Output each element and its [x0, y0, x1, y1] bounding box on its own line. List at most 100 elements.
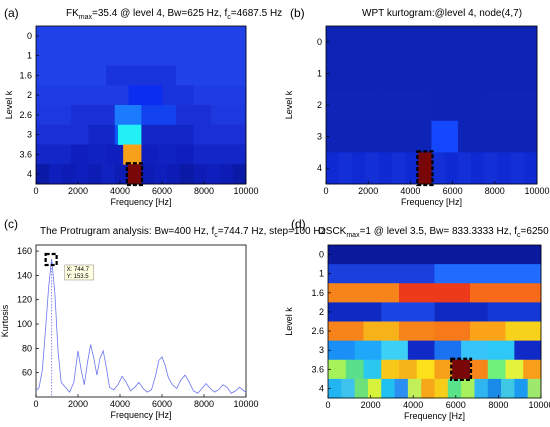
heatmap-cell	[219, 164, 234, 185]
title-part: max	[79, 14, 93, 21]
title-part: OSCK	[318, 226, 347, 237]
heatmap-cell	[206, 164, 221, 185]
y-axis-label: Kurtosis	[0, 304, 10, 337]
y-tick-label: 1.6	[19, 70, 32, 80]
heatmap-cell	[71, 105, 107, 126]
heatmap-cell	[487, 378, 502, 399]
y-tick-label: 1	[319, 269, 324, 279]
heatmap-cell	[434, 378, 449, 399]
heatmap-cell	[114, 164, 129, 185]
y-tick-label: 2.6	[19, 110, 32, 120]
datatip-marker	[44, 252, 58, 267]
heatmap-cell	[394, 378, 409, 399]
heatmap-cell	[326, 26, 538, 58]
x-tick-label: 10000	[524, 186, 549, 196]
datatip-y: Y: 153.5	[67, 274, 90, 280]
panel-label-b: (b)	[290, 6, 305, 20]
heatmap-cell	[75, 164, 89, 185]
x-tick-label: 8000	[488, 400, 508, 410]
y-tick-label: 2	[319, 307, 324, 317]
y-axis-label: Level k	[284, 90, 294, 119]
heatmap-cell	[381, 378, 395, 399]
heatmap-cell	[62, 164, 76, 185]
y-axis-label: Level k	[284, 307, 294, 336]
heatmap-cell	[510, 152, 525, 185]
datatip-box	[64, 264, 94, 281]
title-part: FK	[66, 8, 79, 19]
heatmap-cell	[167, 164, 181, 185]
heatmap-cell	[514, 340, 542, 361]
y-tick-label: 80	[22, 343, 32, 353]
heatmap-cell	[523, 359, 542, 380]
x-tick-label: 10000	[233, 186, 258, 196]
x-tick-label: 2000	[358, 186, 378, 196]
heatmap-cell	[418, 152, 432, 185]
heatmap-cell	[457, 120, 485, 153]
chart-title-d: OSCKmax=1 @ level 3.5, Bw= 833.3333 Hz, …	[318, 226, 550, 239]
title-part: =6250 Hz	[521, 226, 550, 237]
heatmap-cell	[431, 120, 459, 153]
heatmap-cell	[434, 340, 462, 361]
heatmap-cell	[431, 57, 538, 90]
heatmap-cell	[141, 164, 155, 185]
heatmap-cell-peak	[123, 144, 142, 165]
heatmap-cell	[399, 321, 435, 342]
heatmap-cell-peak	[127, 164, 142, 185]
heatmap-cell	[381, 302, 435, 322]
x-tick-label: 6000	[446, 400, 466, 410]
y-tick-label: 0	[27, 31, 32, 41]
heatmap-cell-peak	[114, 105, 142, 126]
y-tick-label: 4	[319, 383, 324, 393]
heatmap-cell	[434, 302, 489, 322]
x-tick-label: 8000	[194, 186, 214, 196]
heatmap-cell	[106, 65, 177, 86]
heatmap-cell	[36, 65, 107, 86]
heatmap-cell	[378, 89, 432, 122]
heatmap-cell	[193, 124, 221, 145]
x-tick-label: 2000	[361, 400, 381, 410]
heatmap-cell	[176, 65, 247, 86]
heatmap-cell	[328, 340, 356, 361]
heatmap-cell	[36, 144, 54, 165]
heatmap-cell	[365, 152, 380, 185]
heatmap-cell	[328, 378, 342, 399]
x-tick-label: 6000	[152, 399, 172, 409]
panel-label-c: (c)	[4, 217, 18, 231]
y-tick-label: 1.6	[311, 288, 324, 298]
title-part: =4687.5 Hz	[231, 8, 282, 19]
y-tick-label: 4	[317, 163, 322, 173]
heatmap-cell	[232, 164, 247, 185]
heatmap-cell	[49, 164, 63, 185]
y-tick-label: 2.6	[311, 326, 324, 336]
datatip-x: X: 744.7	[67, 267, 90, 273]
heatmap-cell	[505, 321, 542, 342]
heatmap-cell	[354, 378, 369, 399]
heatmap-cell	[474, 378, 489, 399]
x-tick-label: 0	[325, 400, 330, 410]
panel-label-d: (d)	[291, 217, 306, 231]
heatmap-cell	[444, 152, 459, 185]
x-tick-label: 4000	[403, 400, 423, 410]
panel-label-a: (a)	[4, 6, 19, 20]
x-tick-label: 8000	[194, 399, 214, 409]
kurtosis-series-line	[35, 258, 247, 394]
heatmap-cell	[505, 359, 524, 380]
heatmap-cell	[470, 321, 506, 342]
x-tick-label: 6000	[443, 186, 463, 196]
heatmap-cell	[461, 340, 489, 361]
heatmap-cell	[391, 152, 406, 185]
y-tick-label: 0	[319, 250, 324, 260]
heatmap-cell	[193, 164, 208, 185]
heatmap-cell	[434, 264, 542, 284]
y-tick-label: 3	[27, 130, 32, 140]
heatmap-cell	[487, 340, 515, 361]
heatmap-cell	[141, 144, 159, 165]
x-axis-label: Frequency [Hz]	[110, 410, 171, 420]
x-axis-label: Frequency [Hz]	[401, 197, 462, 207]
heatmap-cell	[228, 144, 247, 165]
heatmap-cell	[328, 245, 542, 265]
heatmap-cell	[141, 124, 168, 145]
heatmap-cell	[326, 120, 353, 153]
heatmap-cell	[381, 340, 409, 361]
